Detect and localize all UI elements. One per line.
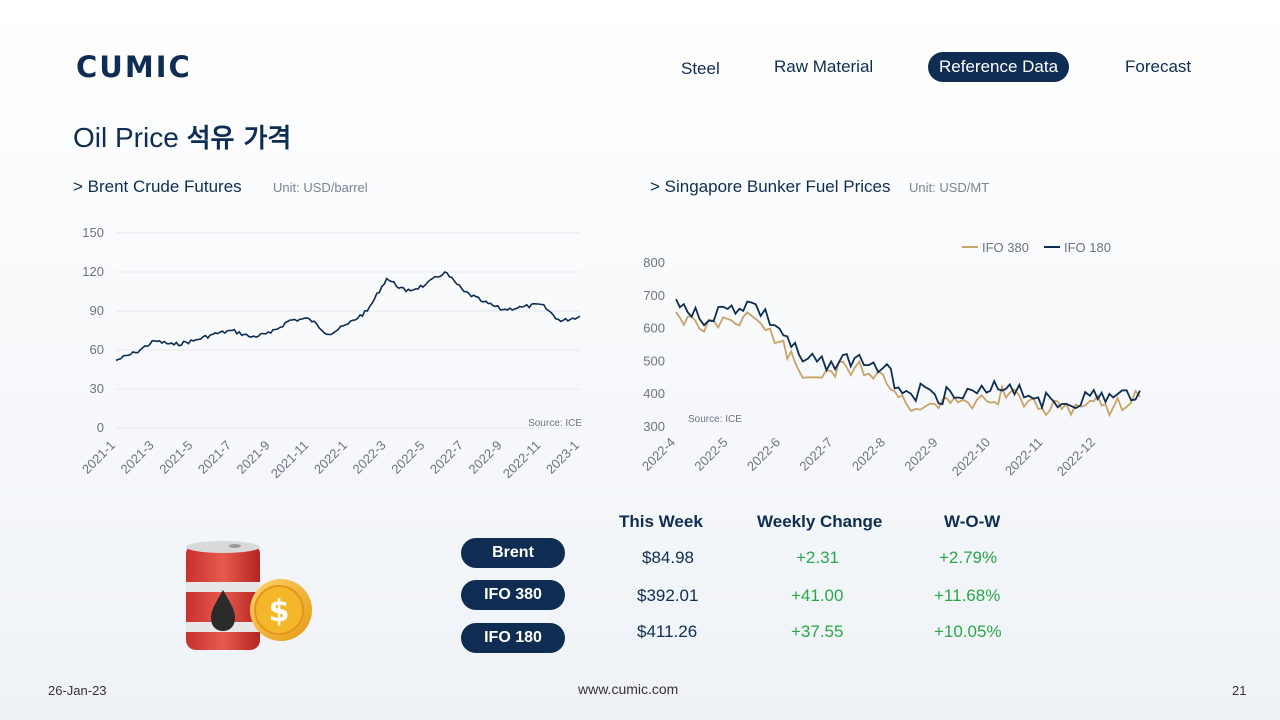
brent-crude-chart: 0 30 60 90 120 150 2021-1 2021-3 2021-5 2021-7 202…: [79, 225, 582, 482]
brent-wow: +2.79%: [939, 548, 998, 567]
page-title-en: Oil Price: [73, 122, 179, 153]
brent-x-tick-label: 2021-5: [156, 438, 195, 477]
brent-x-tick-label: 2021-1: [79, 438, 118, 477]
row-label-brent: Brent: [461, 538, 565, 568]
nav-item-reference-data[interactable]: Reference Data: [928, 52, 1070, 82]
brent-x-tick-label: 2022-11: [500, 438, 544, 482]
bunker-y-tick-label: 300: [643, 419, 665, 434]
brent-y-tick-label: 30: [90, 381, 104, 396]
bunker-y-tick-label: 800: [643, 255, 665, 270]
bunker-section-heading: > Singapore Bunker Fuel Prices: [650, 177, 891, 196]
brent-y-tick-label: 120: [82, 264, 104, 279]
nav-item-steel[interactable]: Steel: [681, 59, 720, 78]
brent-x-tick-label: 2022-5: [388, 438, 427, 477]
bunker-x-tick-label: 2022-10: [949, 435, 993, 479]
brent-series-line: [115, 271, 581, 362]
brent-x-tick-label: 2021-7: [195, 438, 234, 477]
svg-text:$: $: [269, 594, 290, 629]
bunker-x-tick-label: 2022-12: [1054, 435, 1098, 479]
header-wow: W-O-W: [944, 512, 1001, 531]
brent-y-tick-label: 90: [90, 303, 104, 318]
nav-item-raw-material[interactable]: Raw Material: [774, 57, 874, 76]
ifo380-price: $392.01: [637, 586, 699, 605]
bunker-x-tick-label: 2022-4: [639, 435, 678, 474]
bunker-x-tick-label: 2022-7: [796, 435, 835, 474]
bunker-x-tick-label: 2022-5: [691, 435, 730, 474]
bunker-legend-label: IFO 180: [1064, 240, 1111, 255]
ifo180-change: +37.55: [791, 622, 844, 641]
bunker-y-tick-label: 400: [643, 386, 665, 401]
bunker-series-line-ifo180: [675, 298, 1141, 411]
oil-barrel-coin-icon: $: [186, 541, 312, 650]
page-title-kr: 석유 가격: [186, 124, 292, 154]
header-weekly-change: Weekly Change: [757, 512, 883, 531]
bunker-y-tick-label: 700: [643, 288, 665, 303]
row-label-ifo180: IFO 180: [461, 623, 565, 653]
brent-unit-label: Unit: USD/barrel: [273, 180, 368, 195]
ifo180-wow: +10.05%: [934, 622, 1002, 641]
page-number: 21: [1232, 683, 1247, 698]
bunker-x-tick-label: 2022-8: [849, 435, 888, 474]
brent-x-tick-label: 2021-3: [118, 438, 157, 477]
bunker-y-tick-label: 500: [643, 353, 665, 368]
footer-date: 26-Jan-23: [48, 683, 107, 698]
ifo380-change: +41.00: [791, 586, 844, 605]
footer-url[interactable]: www.cumic.com: [578, 681, 679, 697]
brent-y-tick-label: 0: [97, 420, 104, 435]
logo-text: CUMIC: [76, 50, 192, 84]
bunker-source-label: Source: ICE: [688, 414, 742, 425]
nav-item-forecast[interactable]: Forecast: [1125, 57, 1192, 76]
bunker-x-tick-label: 2022-9: [901, 435, 940, 474]
brent-section-heading: > Brent Crude Futures: [73, 177, 242, 196]
ifo380-wow: +11.68%: [934, 586, 1001, 605]
bunker-x-tick-label: 2022-6: [744, 435, 783, 474]
bunker-fuel-chart: 300 400 500 600 700 800 2022-4 2022-5 2022-6 2022…: [639, 240, 1141, 479]
brent-source-label: Source: ICE: [528, 418, 582, 429]
bunker-unit-label: Unit: USD/MT: [909, 180, 990, 195]
brent-x-tick-label: 2021-11: [268, 438, 312, 482]
page-title: Oil Price 석유 가격: [73, 118, 291, 155]
brent-price: $84.98: [642, 548, 694, 567]
top-nav: Steel Raw Material Reference Data Foreca…: [0, 52, 1280, 82]
bunker-series-line-ifo380: [675, 311, 1141, 418]
brent-change: +2.31: [796, 548, 840, 567]
bunker-x-tick-label: 2022-11: [1002, 435, 1046, 479]
cumic-logo[interactable]: CUMIC: [76, 52, 206, 82]
brent-x-tick-label: 2023-1: [543, 438, 582, 477]
ifo180-price: $411.26: [637, 622, 698, 641]
header-this-week: This Week: [619, 512, 703, 531]
brent-y-tick-label: 60: [90, 342, 104, 357]
row-label-ifo380: IFO 380: [461, 580, 565, 610]
bunker-y-tick-label: 600: [643, 321, 665, 336]
bunker-legend-label: IFO 380: [982, 240, 1029, 255]
brent-x-tick-label: 2022-7: [427, 438, 466, 477]
brent-y-tick-label: 150: [82, 225, 104, 240]
brent-x-tick-label: 2022-3: [350, 438, 389, 477]
brent-x-tick-label: 2022-1: [311, 438, 350, 477]
